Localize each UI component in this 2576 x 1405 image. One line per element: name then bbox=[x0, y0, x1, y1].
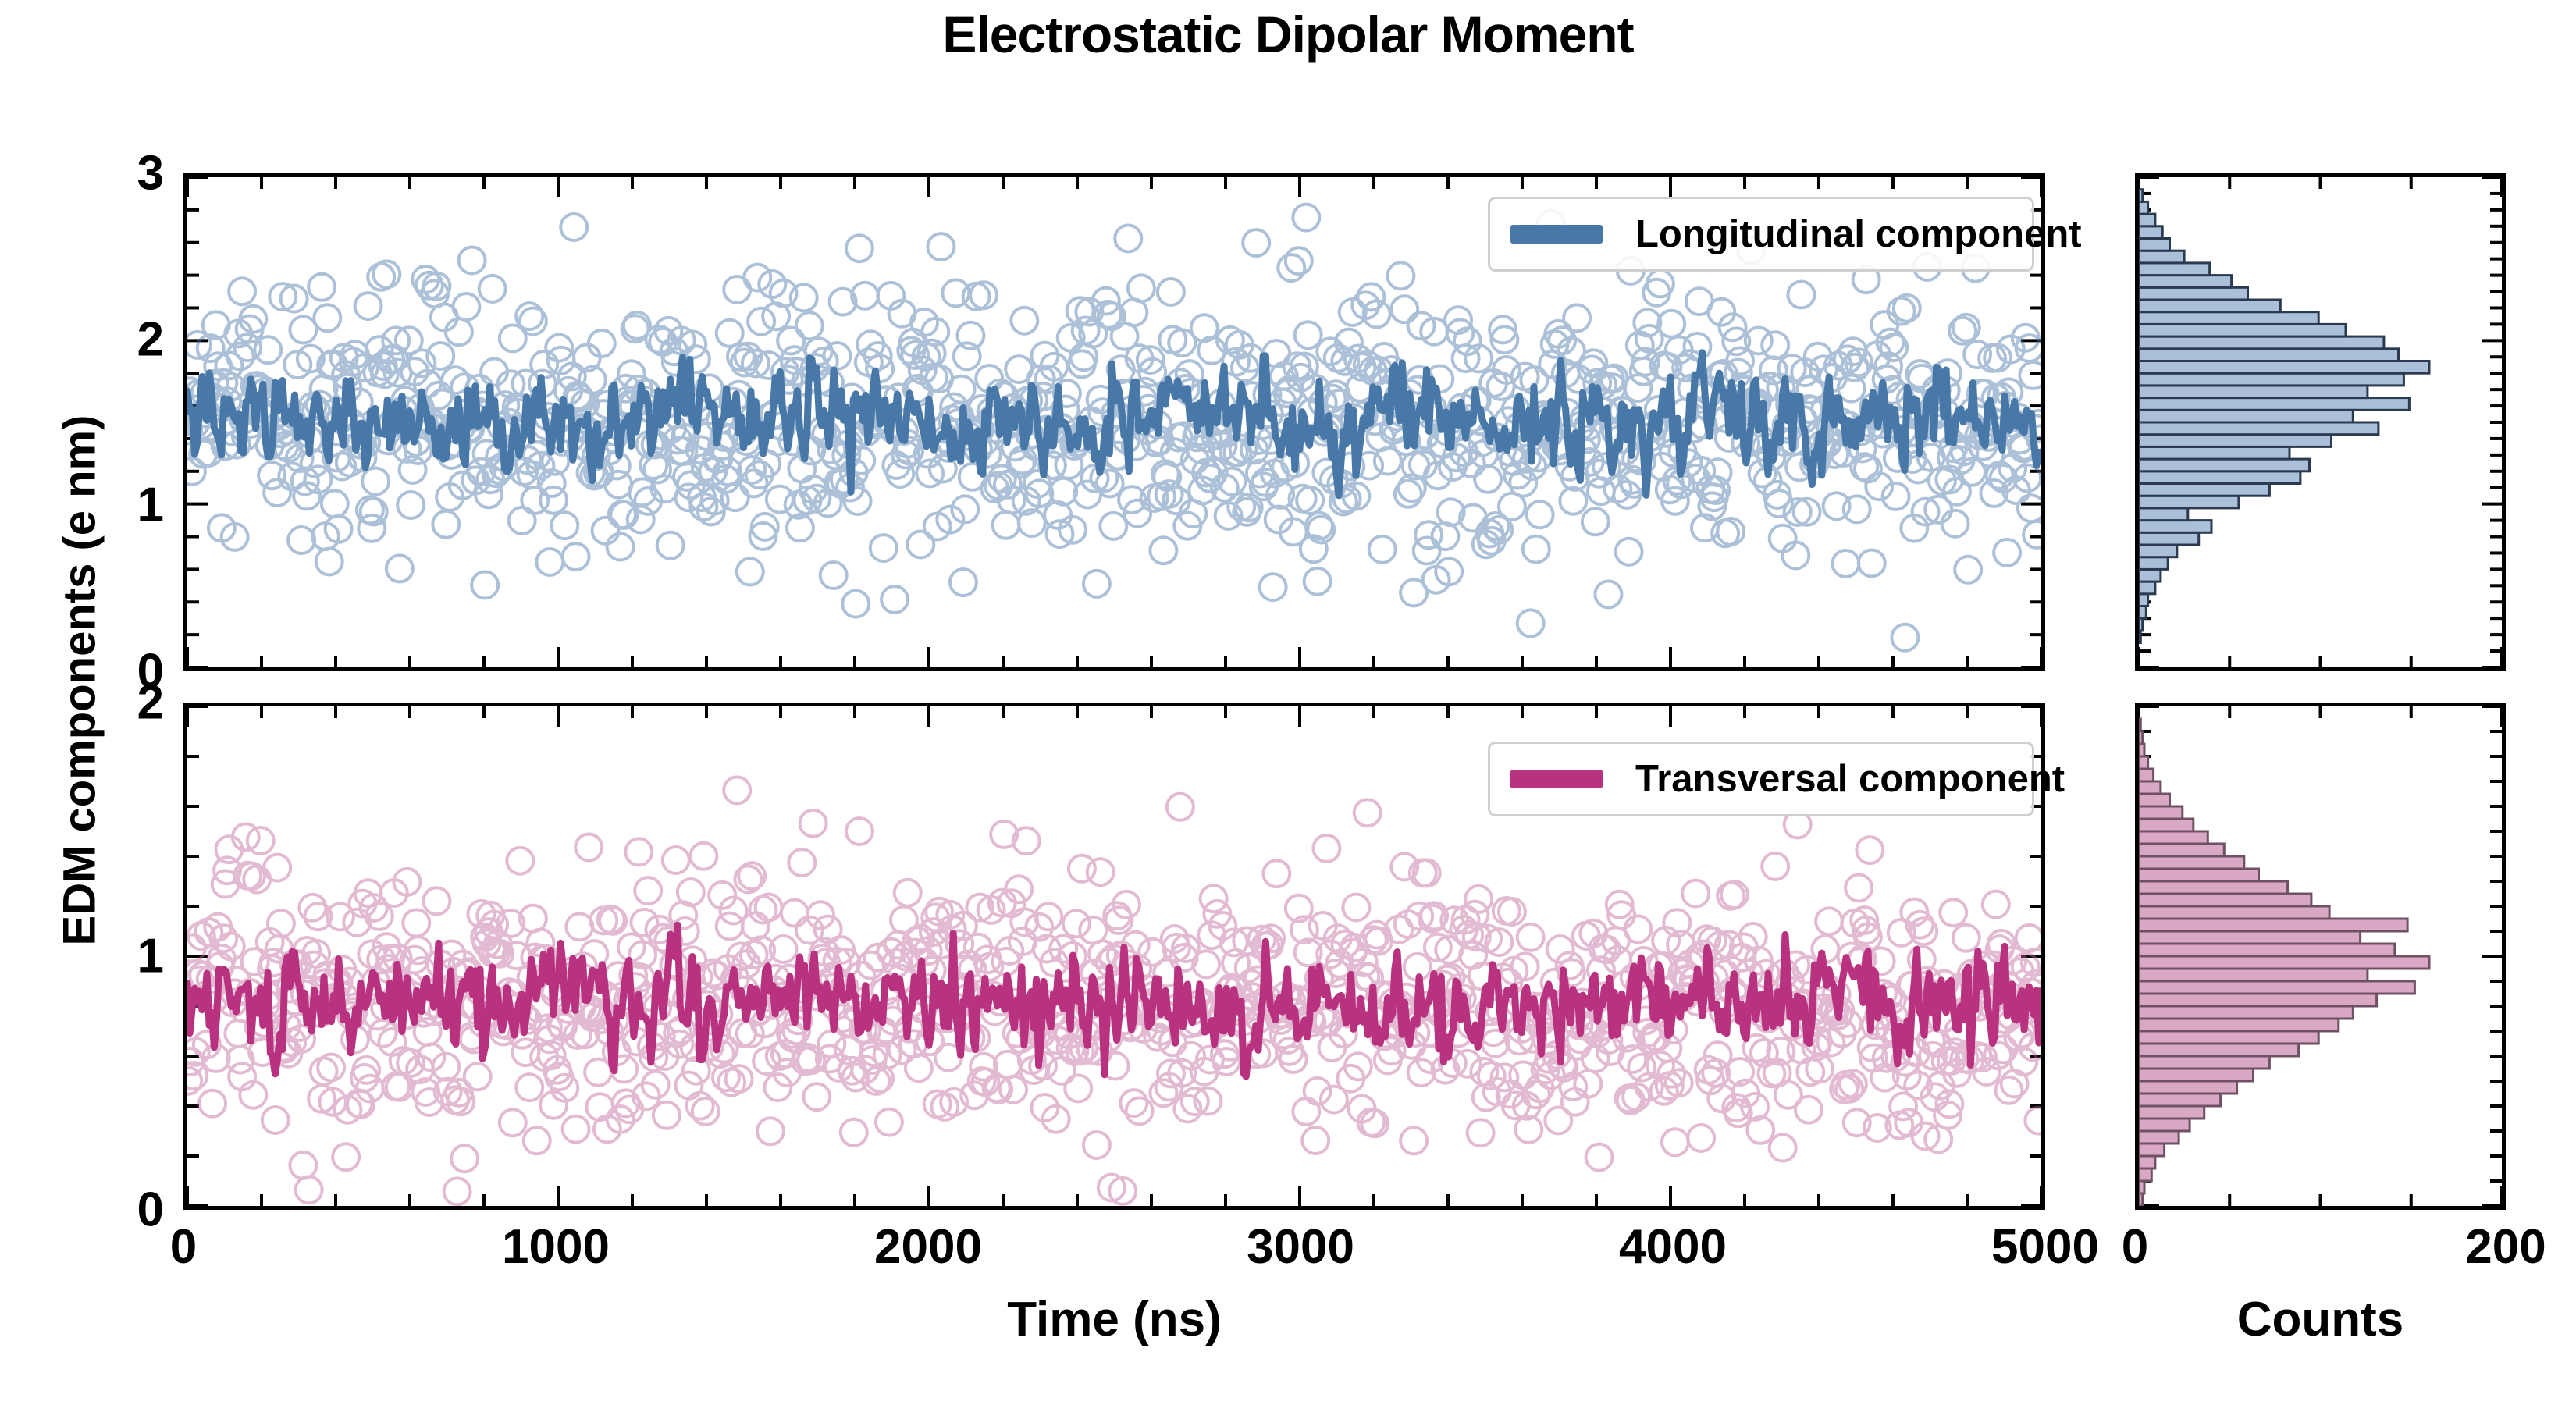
xtick-2000: 2000 bbox=[874, 1220, 982, 1274]
ytick-top-3: 3 bbox=[137, 146, 164, 201]
y-axis-label: EDM components (e nm) bbox=[54, 414, 105, 946]
x-axis-label: Time (ns) bbox=[1007, 1293, 1222, 1346]
xtick-1000: 1000 bbox=[502, 1220, 610, 1274]
legend-label-transversal: Transversal component bbox=[1635, 758, 2065, 800]
legend-transversal[interactable]: Transversal component bbox=[1488, 742, 2065, 816]
histogram-x-axis-label: Counts bbox=[2236, 1293, 2404, 1346]
xtick-0: 0 bbox=[169, 1220, 197, 1274]
hist-xtick-200: 200 bbox=[2465, 1220, 2546, 1274]
legend-swatch-transversal bbox=[1510, 770, 1603, 788]
legend-label-longitudinal: Longitudinal component bbox=[1635, 213, 2082, 255]
xtick-3000: 3000 bbox=[1247, 1220, 1354, 1274]
ytick-bottom-0: 0 bbox=[137, 1183, 164, 1237]
legend-longitudinal[interactable]: Longitudinal component bbox=[1488, 197, 2082, 272]
xtick-4000: 4000 bbox=[1619, 1220, 1727, 1274]
figure-title: Electrostatic Dipolar Moment bbox=[942, 5, 1634, 63]
xtick-5000: 5000 bbox=[1991, 1220, 2099, 1274]
legend-swatch-longitudinal bbox=[1510, 225, 1603, 244]
hist-xtick-0: 0 bbox=[2121, 1220, 2149, 1274]
longitudinal-histogram-panel[interactable] bbox=[2135, 173, 2506, 671]
transversal-histogram-panel[interactable] bbox=[2135, 702, 2506, 1210]
